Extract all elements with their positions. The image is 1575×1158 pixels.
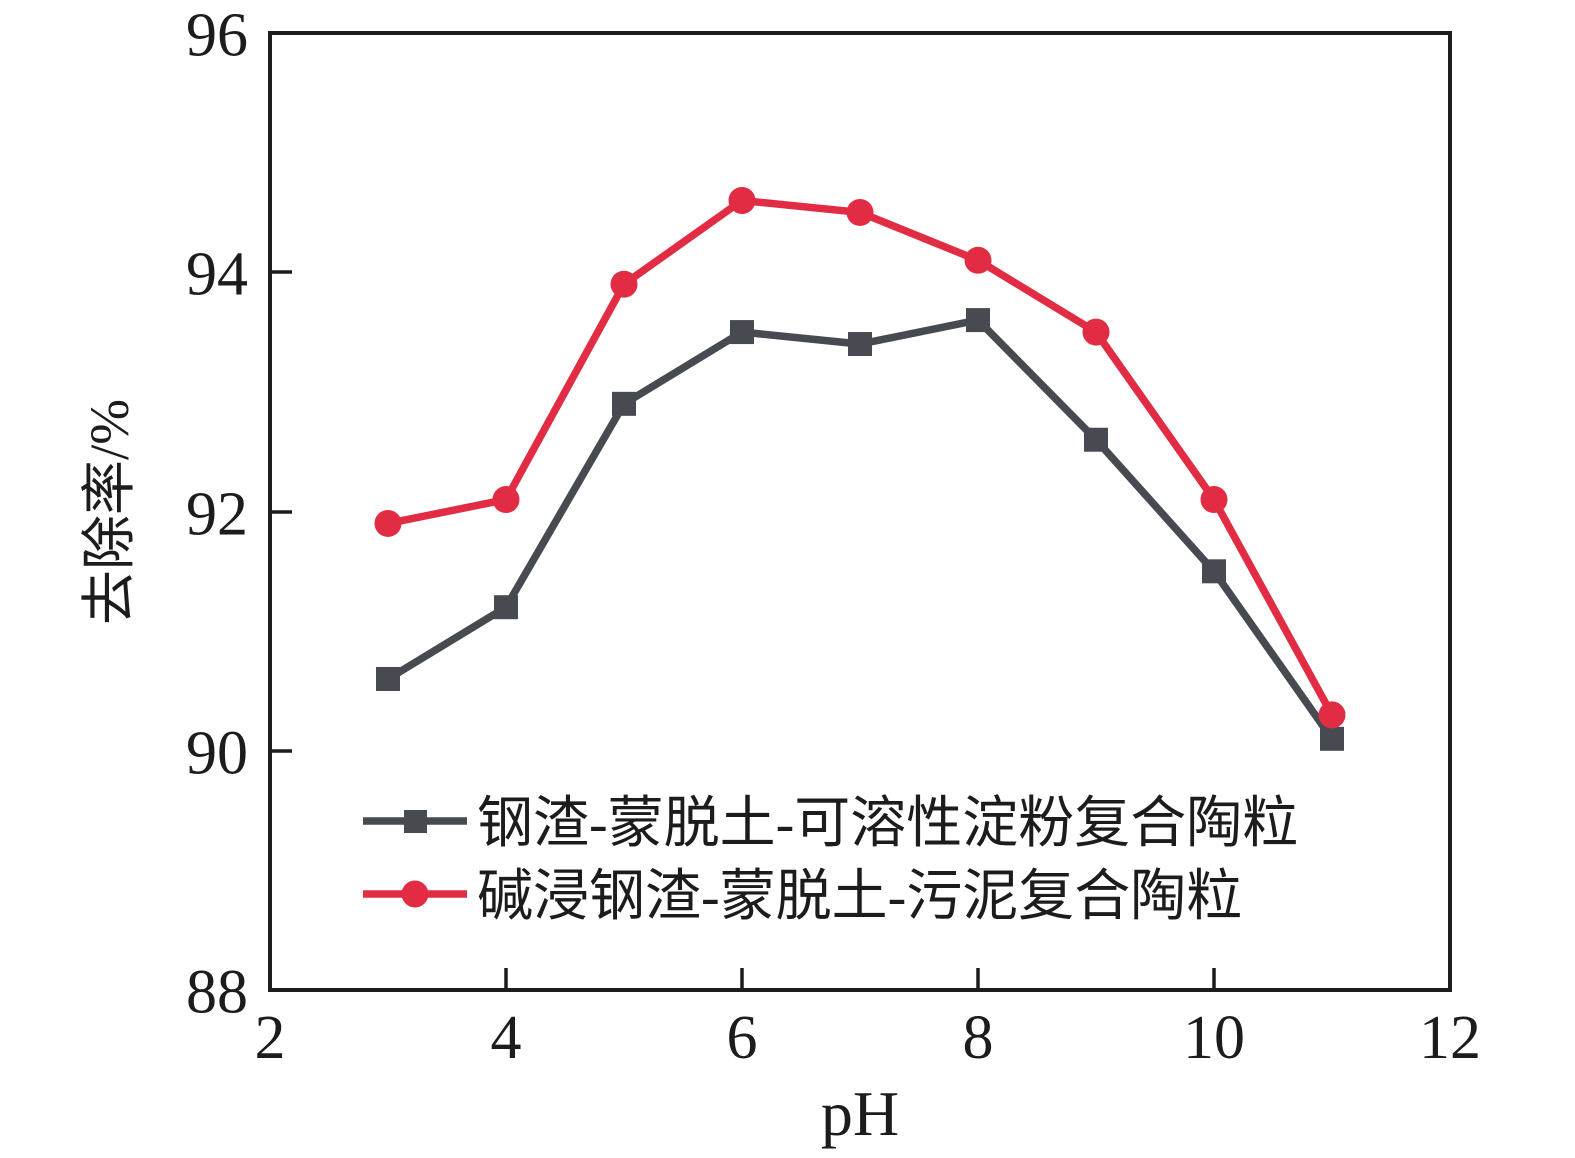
data-point-series1-pH11 [1318, 701, 1346, 729]
x-tick-labels: 2 4 6 8 10 12 [255, 1004, 1482, 1072]
data-point-series0-pH5 [612, 391, 636, 416]
legend-label-1: 碱浸钢渣-蒙脱土-污泥复合陶粒 [477, 866, 1242, 928]
y-axis-title: 去除率/% [79, 399, 140, 625]
data-point-series1-pH9 [1082, 318, 1110, 346]
x-tick-label: 10 [1183, 1004, 1245, 1072]
data-point-series0-pH10 [1202, 559, 1226, 584]
legend-label-0: 钢渣-蒙脱土-可溶性淀粉复合陶粒 [477, 793, 1298, 855]
legend: 钢渣-蒙脱土-可溶性淀粉复合陶粒 碱浸钢渣-蒙脱土-污泥复合陶粒 [363, 793, 1298, 928]
x-axis-title: pH [821, 1078, 899, 1149]
data-point-series0-pH4 [494, 595, 518, 620]
data-point-series1-pH4 [492, 486, 520, 514]
y-tick-labels: 96 94 92 90 88 [186, 1, 248, 1026]
y-tick-label: 94 [186, 240, 248, 308]
data-point-series1-pH10 [1200, 486, 1228, 514]
data-point-series1-pH8 [964, 246, 992, 274]
y-tick-label: 90 [186, 719, 248, 787]
data-point-series1-pH3 [374, 509, 402, 537]
legend-item-1: 碱浸钢渣-蒙脱土-污泥复合陶粒 [363, 866, 1242, 928]
plot-border [268, 31, 1452, 992]
series-line-0 [386, 316, 1336, 741]
data-point-series0-pH7 [848, 332, 872, 357]
y-tick-label: 96 [186, 1, 248, 69]
y-ticks [272, 31, 292, 992]
legend-square-marker [404, 810, 427, 833]
series-line-1 [387, 196, 1336, 717]
data-point-series0-pH9 [1084, 427, 1108, 452]
x-tick-label: 2 [255, 1004, 286, 1072]
data-point-series0-pH8 [966, 308, 990, 333]
x-ticks [268, 968, 1452, 988]
x-tick-label: 12 [1419, 1004, 1481, 1072]
x-tick-label: 4 [491, 1004, 522, 1072]
x-tick-label: 6 [727, 1004, 758, 1072]
legend-circle-marker [401, 880, 429, 908]
data-point-series1-pH6 [728, 186, 756, 214]
data-point-series0-pH11 [1320, 726, 1344, 751]
data-point-series1-pH5 [610, 270, 638, 298]
y-tick-label: 88 [186, 958, 248, 1026]
y-tick-label: 92 [186, 480, 248, 548]
data-point-series0-pH3 [376, 666, 400, 691]
x-tick-label: 8 [963, 1004, 994, 1072]
data-point-series1-pH7 [846, 198, 874, 226]
data-point-series0-pH6 [730, 320, 754, 345]
series-plot [374, 186, 1346, 751]
legend-item-0: 钢渣-蒙脱土-可溶性淀粉复合陶粒 [363, 793, 1298, 855]
